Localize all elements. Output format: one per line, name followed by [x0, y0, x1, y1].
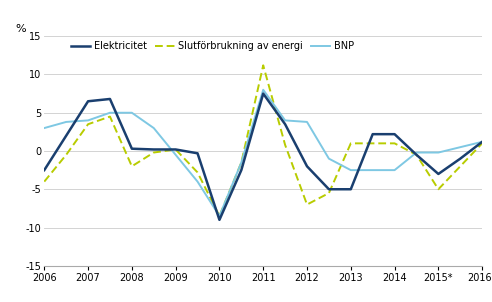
Slutförbrukning av energi	[195, 171, 201, 174]
Elektricitet	[414, 153, 420, 157]
BNP	[435, 151, 441, 154]
Elektricitet	[260, 92, 266, 95]
Slutförbrukning av energi	[479, 142, 485, 145]
Elektricitet	[173, 148, 179, 151]
BNP	[41, 126, 47, 130]
Slutförbrukning av energi	[239, 161, 245, 164]
Elektricitet	[151, 148, 157, 151]
Slutförbrukning av energi	[63, 153, 69, 157]
BNP	[479, 140, 485, 144]
Elektricitet	[41, 168, 47, 172]
Elektricitet	[239, 168, 245, 172]
Elektricitet	[107, 97, 113, 101]
BNP	[216, 214, 222, 218]
Slutförbrukning av energi	[260, 63, 266, 67]
BNP	[282, 119, 288, 122]
BNP	[195, 180, 201, 183]
Slutförbrukning av energi	[282, 143, 288, 147]
Elektricitet	[479, 140, 485, 144]
Slutförbrukning av energi	[370, 142, 376, 145]
Slutförbrukning av energi	[326, 191, 332, 195]
Slutförbrukning av energi	[458, 165, 463, 168]
Elektricitet	[195, 152, 201, 155]
Elektricitet	[216, 218, 222, 222]
Slutförbrukning av energi	[85, 122, 91, 126]
Slutförbrukning av energi	[216, 214, 222, 218]
BNP	[326, 157, 332, 160]
BNP	[304, 120, 310, 124]
BNP	[414, 151, 420, 154]
Text: %: %	[16, 24, 27, 34]
BNP	[370, 168, 376, 172]
Slutförbrukning av energi	[107, 115, 113, 118]
Elektricitet	[392, 132, 398, 136]
Line: Slutförbrukning av energi: Slutförbrukning av energi	[44, 65, 482, 216]
Slutförbrukning av energi	[173, 148, 179, 151]
BNP	[458, 145, 463, 149]
BNP	[129, 111, 135, 114]
Legend: Elektricitet, Slutförbrukning av energi, BNP: Elektricitet, Slutförbrukning av energi,…	[71, 41, 354, 51]
Slutförbrukning av energi	[41, 180, 47, 183]
BNP	[85, 119, 91, 122]
Slutförbrukning av energi	[435, 188, 441, 191]
Slutförbrukning av energi	[151, 151, 157, 154]
BNP	[239, 161, 245, 164]
Slutförbrukning av energi	[348, 142, 354, 145]
BNP	[107, 111, 113, 114]
Line: BNP: BNP	[44, 90, 482, 216]
BNP	[63, 120, 69, 124]
Elektricitet	[435, 172, 441, 176]
Slutförbrukning av energi	[129, 165, 135, 168]
BNP	[348, 168, 354, 172]
BNP	[173, 153, 179, 157]
Elektricitet	[326, 188, 332, 191]
Elektricitet	[458, 157, 463, 160]
Slutförbrukning av energi	[304, 203, 310, 206]
Slutförbrukning av energi	[392, 142, 398, 145]
BNP	[151, 126, 157, 130]
Elektricitet	[85, 99, 91, 103]
Line: Elektricitet: Elektricitet	[44, 94, 482, 220]
BNP	[392, 168, 398, 172]
Elektricitet	[63, 134, 69, 137]
Elektricitet	[304, 165, 310, 168]
BNP	[260, 88, 266, 92]
Elektricitet	[348, 188, 354, 191]
Elektricitet	[370, 132, 376, 136]
Elektricitet	[129, 147, 135, 150]
Elektricitet	[282, 122, 288, 126]
Slutförbrukning av energi	[414, 153, 420, 157]
